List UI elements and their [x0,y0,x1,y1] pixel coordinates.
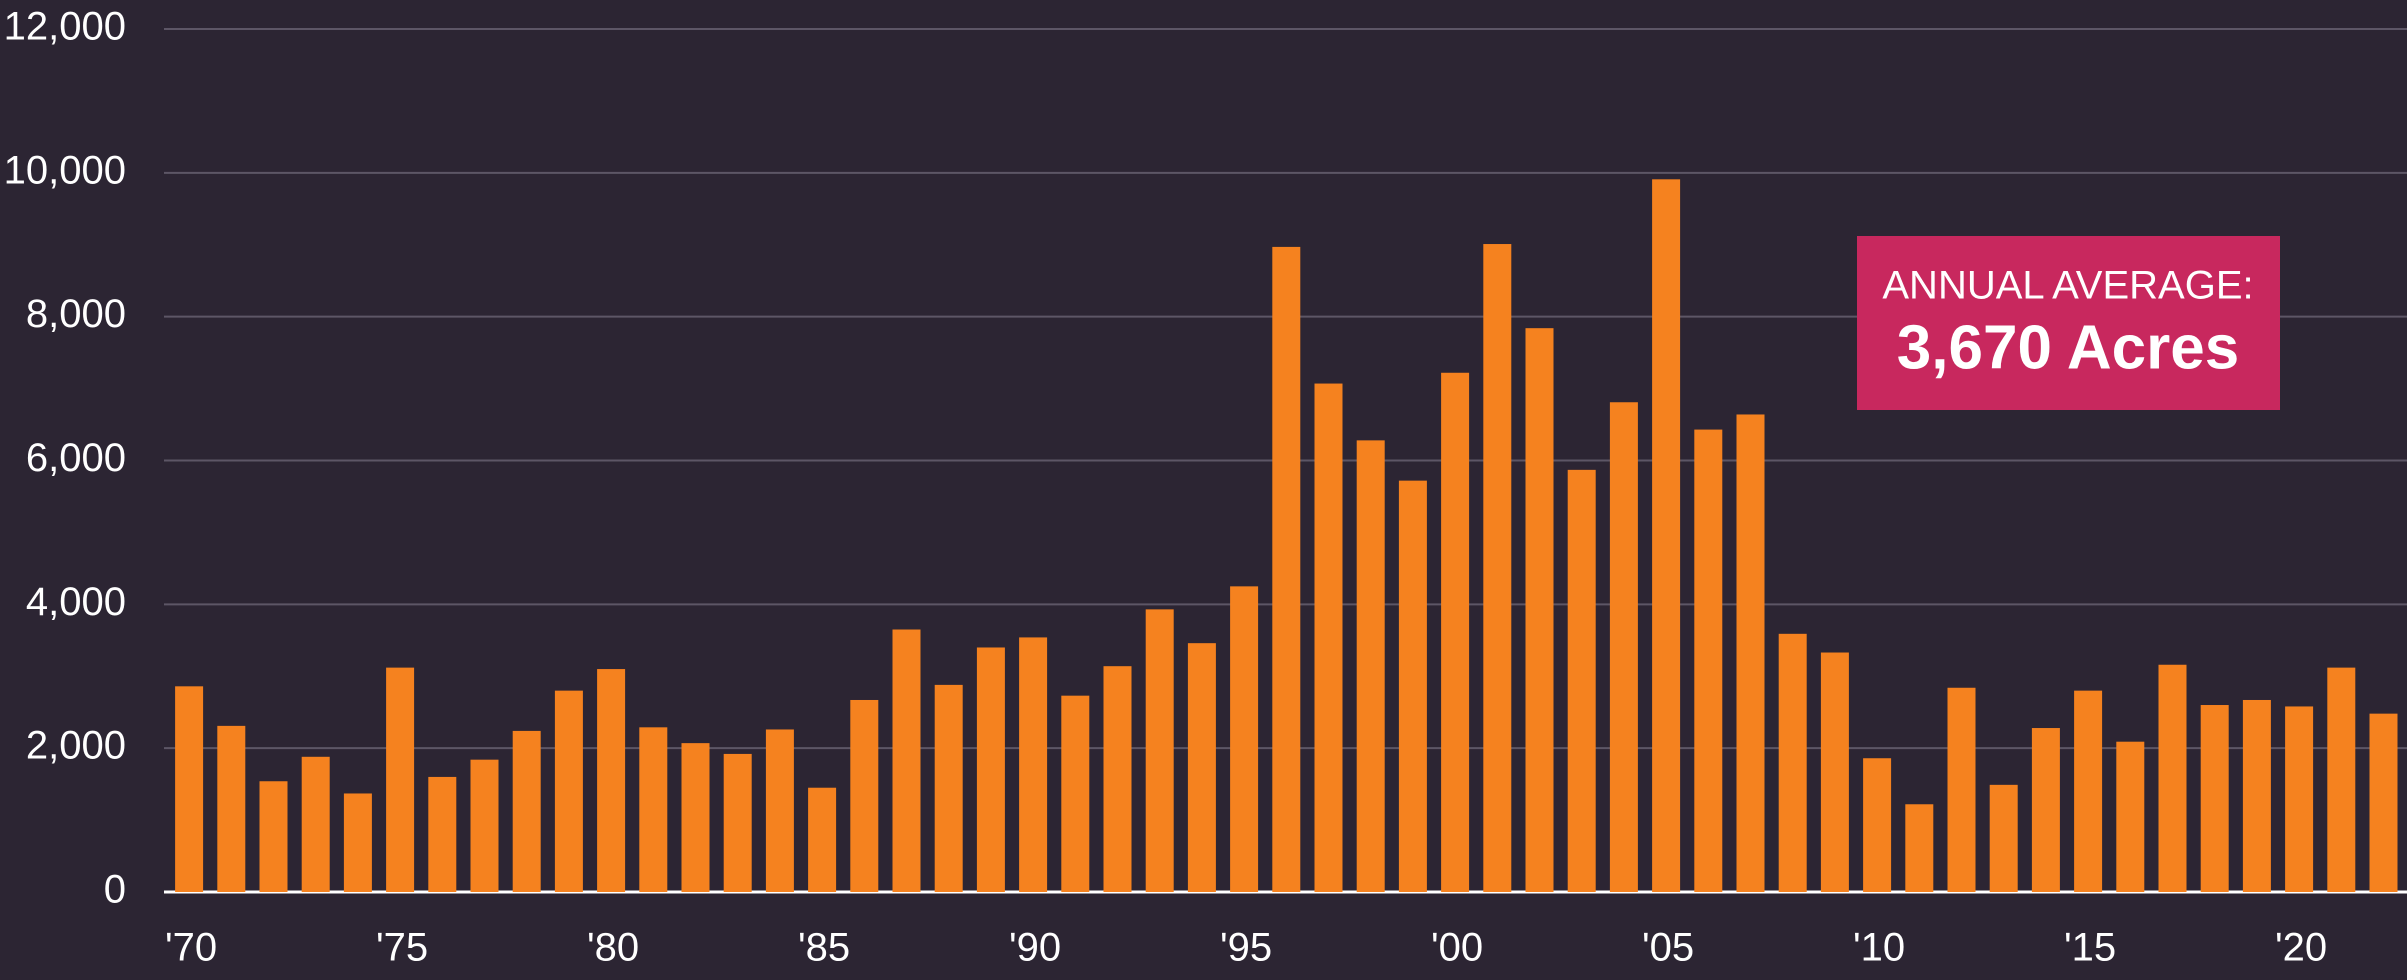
bar [2074,690,2103,892]
bar [1736,414,1765,892]
bar [681,743,710,892]
bar [723,753,752,892]
bar [1145,609,1174,892]
x-tick-label: '95 [1220,926,1272,970]
annotation-box [1857,236,2280,410]
bar [1398,480,1427,892]
bar [2242,699,2271,892]
x-tick-label: '85 [798,926,850,970]
bar [2369,713,2398,892]
bar [1989,784,2018,892]
bar [470,759,499,892]
y-tick-label: 8,000 [26,292,126,336]
bar [1947,687,1976,892]
x-tick-label: '15 [2064,926,2116,970]
bar [301,756,330,892]
bar [1905,804,1934,892]
x-tick-label: '05 [1642,926,1694,970]
y-tick-label: 0 [104,868,126,912]
bar [808,787,837,892]
bar [2158,664,2187,892]
bar [175,686,204,892]
bar [1567,469,1596,892]
bar [428,776,457,892]
bar [2327,667,2356,892]
annotation-title: ANNUAL AVERAGE: [1882,264,2253,308]
bar [1061,695,1090,892]
x-tick-label: '75 [376,926,428,970]
x-tick-label: '80 [587,926,639,970]
bar [1609,402,1638,892]
bar [1103,666,1132,892]
bar [217,725,246,892]
bar [1483,244,1512,893]
bar [259,781,288,892]
bar [1863,758,1892,892]
bar [2285,706,2314,892]
bar [1314,383,1343,892]
bars [175,179,2398,893]
bar [765,729,794,892]
x-tick-label: '20 [2275,926,2327,970]
bar [1272,246,1301,893]
y-tick-label: 2,000 [26,724,126,768]
bar [1778,633,1807,892]
bar [2031,728,2060,892]
x-tick-label: '00 [1431,926,1483,970]
x-tick-label: '10 [1853,926,1905,970]
bar [343,793,372,892]
y-tick-label: 12,000 [4,5,126,49]
bar [386,667,415,892]
x-tick-label: '70 [165,926,217,970]
bar [1356,440,1385,892]
bar [512,730,541,892]
annotation-text: 3,670 Acres [1897,313,2239,382]
bar [1187,643,1216,892]
bar [1019,637,1048,892]
bar [850,699,879,892]
labels: 0 2,000 4,000 6,000 8,000 10,000 12,000 '70 '75 '… [4,5,2328,970]
bar [1441,372,1470,892]
bar [1525,328,1554,892]
bar [2200,705,2229,892]
bar [934,684,963,892]
bar [1652,179,1681,892]
bar [1820,652,1849,892]
y-tick-label: 6,000 [26,436,126,480]
y-tick-label: 4,000 [26,580,126,624]
bar [1230,586,1259,892]
bar [2116,741,2145,892]
bar [892,629,921,892]
y-tick-label: 10,000 [4,148,126,192]
bar [554,690,583,892]
bar [597,669,626,892]
bar [1694,429,1723,892]
bar [976,647,1005,892]
x-tick-label: '90 [1009,926,1061,970]
bar [639,727,668,892]
